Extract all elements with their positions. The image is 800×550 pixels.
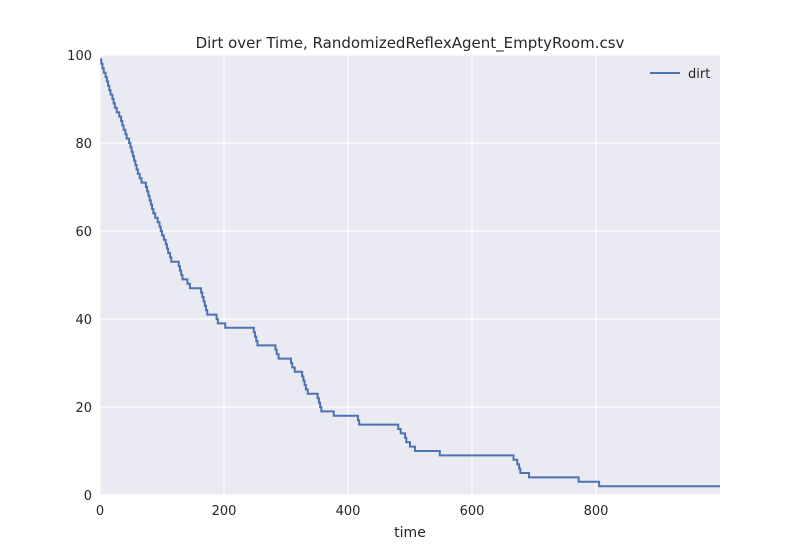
- legend-label-dirt: dirt: [688, 67, 710, 82]
- x-tick-label: 400: [336, 504, 361, 519]
- y-tick-label: 60: [75, 225, 92, 240]
- chart-title: Dirt over Time, RandomizedReflexAgent_Em…: [196, 34, 625, 53]
- y-tick-label: 0: [84, 489, 92, 504]
- x-tick-label: 200: [212, 504, 237, 519]
- y-tick-label: 80: [75, 137, 92, 152]
- x-tick-label: 0: [96, 504, 104, 519]
- y-tick-label: 40: [75, 313, 92, 328]
- x-tick-label: 600: [460, 504, 485, 519]
- grid: [99, 54, 720, 496]
- x-axis-label: time: [394, 525, 426, 541]
- y-tick-label: 20: [75, 401, 92, 416]
- y-tick-label: 100: [67, 49, 92, 64]
- x-tick-label: 800: [584, 504, 609, 519]
- legend: dirt: [650, 67, 710, 82]
- tick-labels: 0 200 400 600 800 0 20 40 60 80 100: [67, 49, 608, 519]
- series-line-dirt: [100, 58, 720, 488]
- plot-area: [100, 55, 720, 495]
- series-layer: [100, 58, 720, 488]
